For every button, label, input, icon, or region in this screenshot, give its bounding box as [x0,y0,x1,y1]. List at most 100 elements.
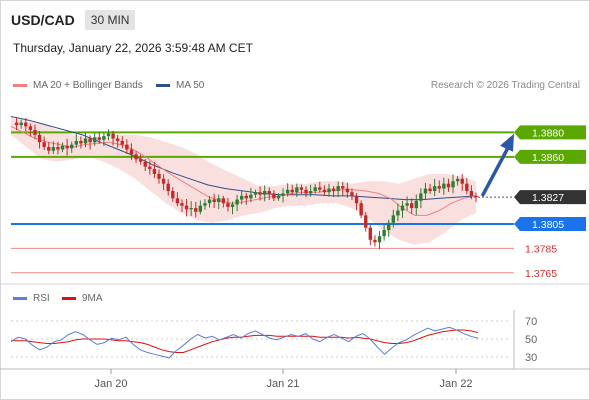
candle-body [14,122,19,126]
candle-body [102,136,106,140]
legend-9ma: 9MA [62,293,103,304]
ma20-label: MA 20 + Bollinger Bands [33,80,143,91]
candle-body [341,186,345,189]
candle-body [419,193,423,201]
legend-ma50: MA 50 [156,80,204,91]
candle-body [157,173,161,179]
legend-ma20: MA 20 + Bollinger Bands [13,80,143,91]
candle-body [253,192,258,195]
candle-body [221,198,226,204]
candle-body [88,138,92,143]
candle-body [368,227,373,240]
candle-body [308,191,313,194]
candle-body [111,133,115,139]
level-tag-1-3805-bg [514,216,586,231]
candle-body [240,195,244,200]
level-tag-1-3880-bg [514,125,586,140]
candle-body [285,189,290,194]
candle-body [217,198,221,202]
timeframe-badge[interactable]: 30 MIN [84,10,136,30]
level-tag-1-3765: 1.3765 [525,268,557,280]
candle-body [437,186,441,189]
candle-body [455,178,460,182]
candle-body [299,187,304,190]
rsi-swatch [13,297,27,300]
rsi-tick-70: 70 [525,316,537,328]
candle-body [74,140,79,145]
candle-body [460,178,464,184]
candle-body [189,208,193,210]
candle-body [262,191,267,195]
candle-body [465,183,469,192]
candle-body [134,154,138,160]
candle-body [442,183,446,189]
candle-body [92,137,97,143]
candle-body [327,188,331,193]
legend-rsi: RSI [13,293,50,304]
candle-body [37,134,42,143]
candle-body [336,186,340,192]
candle-body [47,147,51,151]
ma50-label: MA 50 [176,80,205,91]
candle-body [106,133,111,137]
candle-body [354,195,359,204]
level-tag-1-3860: 1.3860 [532,152,564,164]
candle-body [175,198,180,204]
candle-body [281,193,285,196]
symbol-label: USD/CAD [11,12,75,28]
candle-body [120,140,124,145]
candle-body [414,200,418,209]
credit-text: Research © 2026 Trading Central [430,80,580,91]
x-tick-label: Jan 22 [439,378,472,390]
forecast-arrow [481,145,510,197]
candle-body [322,189,327,193]
header: USD/CAD 30 MIN [11,10,136,30]
candle-body [28,126,33,130]
candle-body [409,203,414,209]
ma9-swatch [62,297,76,300]
candle-body [304,189,308,194]
candle-body [65,145,69,149]
candle-body [148,166,152,170]
candle-body [267,191,271,194]
candle-body [313,187,317,192]
candle-body [129,149,134,155]
candle-body [387,222,391,231]
candle-body [207,199,212,204]
ma20-swatch [13,84,27,87]
candle-body [152,169,157,174]
level-tag-1-3785: 1.3785 [525,243,557,255]
rsi-line [10,326,479,359]
candle-body [350,192,354,196]
candle-body [180,203,184,206]
candle-body [56,147,60,150]
candle-body [469,191,474,196]
candle-body [276,195,281,199]
candle-body [244,195,248,199]
candle-body [428,188,432,192]
candle-body [235,199,239,205]
ma9-label: 9MA [82,293,103,304]
candle-body [42,142,46,148]
candle-body [400,205,405,211]
level-tag-1-3805: 1.3805 [532,219,564,231]
candle-body [70,144,74,149]
candle-body [143,161,147,167]
candle-body [359,203,363,216]
candle-body [203,203,207,206]
candle-body [396,210,400,216]
candle-body [198,205,203,212]
candles-group [14,117,478,250]
candle-body [474,195,478,198]
candle-body [331,188,336,192]
candle-body [446,183,451,188]
candle-body [79,140,83,144]
rsi-tick-50: 50 [525,334,537,346]
candle-body [405,203,409,206]
candle-body [451,181,455,188]
candle-body [382,230,386,237]
candle-body [83,138,88,144]
x-tick-label: Jan 21 [266,378,299,390]
candle-body [51,147,56,151]
